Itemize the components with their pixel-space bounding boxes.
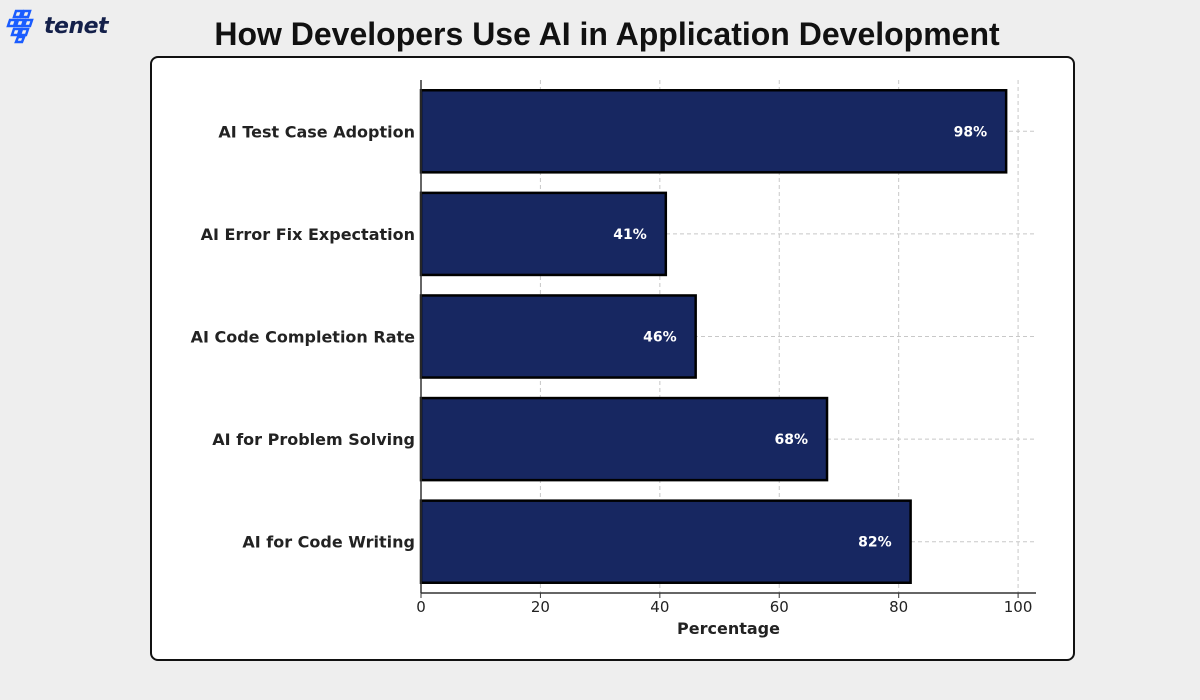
data-label: 68% <box>775 432 809 448</box>
tenet-logo-icon <box>6 9 34 44</box>
tenet-logo: tenet <box>6 8 109 44</box>
y-tick-label: AI for Problem Solving <box>212 430 415 449</box>
x-tick-label: 80 <box>889 598 908 616</box>
data-label: 98% <box>954 124 988 140</box>
data-label: 82% <box>858 535 892 551</box>
logo-text: tenet <box>44 13 109 39</box>
bar <box>419 499 912 584</box>
x-tick-label: 60 <box>770 598 789 616</box>
bar <box>419 294 697 379</box>
y-tick-label: AI Code Completion Rate <box>191 328 416 347</box>
x-tick-label: 40 <box>650 598 669 616</box>
data-label: 46% <box>643 330 677 346</box>
y-tick-label: AI for Code Writing <box>242 533 415 552</box>
bar <box>419 89 1008 174</box>
bar <box>419 191 668 277</box>
x-axis-label: Percentage <box>677 619 780 638</box>
x-tick-label: 100 <box>1004 598 1033 616</box>
bar <box>419 396 829 482</box>
chart-title: How Developers Use AI in Application Dev… <box>214 16 1000 52</box>
x-tick-label: 20 <box>531 598 550 616</box>
y-tick-label: AI Test Case Adoption <box>218 122 415 141</box>
y-tick-label: AI Error Fix Expectation <box>201 225 415 244</box>
data-label: 41% <box>613 227 647 243</box>
x-tick-label: 0 <box>416 598 426 616</box>
